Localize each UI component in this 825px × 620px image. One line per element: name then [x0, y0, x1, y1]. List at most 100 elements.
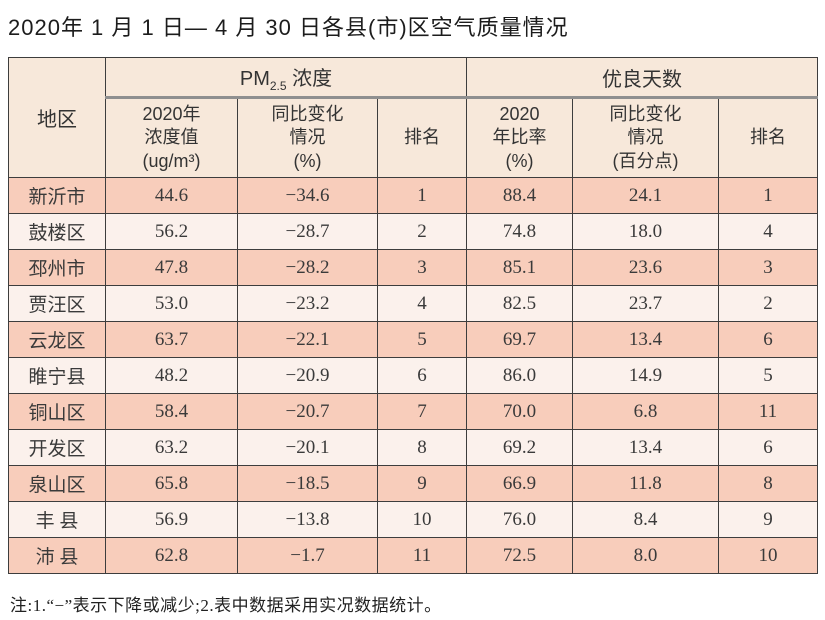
goodday-rate-cell: 76.0 — [466, 501, 574, 538]
goodday-rank-cell: 6 — [718, 321, 819, 358]
goodday-change-cell: 24.1 — [572, 177, 720, 214]
pm-change-cell: −34.6 — [237, 177, 378, 214]
goodday-rank-cell: 5 — [718, 357, 819, 394]
goodday-change-cell: 23.6 — [572, 249, 720, 286]
table-row: 泉山区 65.8 −18.5 9 66.9 11.8 8 — [8, 465, 819, 502]
goodday-rate-cell: 86.0 — [466, 357, 574, 394]
region-cell: 开发区 — [8, 429, 106, 466]
table-row: 睢宁县 48.2 −20.9 6 86.0 14.9 5 — [8, 357, 819, 394]
header-group-row: 地区 PM2.5 浓度 优良天数 — [8, 57, 819, 178]
pm-change-cell: −28.2 — [237, 249, 378, 286]
table-row: 邳州市 47.8 −28.2 3 85.1 23.6 3 — [8, 249, 819, 286]
pm-rank-cell: 1 — [376, 177, 468, 214]
header-gd-change: 同比变化 情况 (百分点) — [572, 97, 720, 178]
goodday-rate-cell: 74.8 — [466, 213, 574, 250]
pm-rank-cell: 11 — [376, 537, 468, 574]
pm-change-cell: −22.1 — [237, 321, 378, 358]
region-cell: 丰 县 — [8, 501, 106, 538]
region-cell: 沛 县 — [8, 537, 106, 574]
pm-value-cell: 65.8 — [105, 465, 238, 502]
goodday-change-cell: 14.9 — [572, 357, 720, 394]
pm-rank-cell: 5 — [376, 321, 468, 358]
region-cell: 鼓楼区 — [8, 213, 106, 250]
goodday-rank-cell: 6 — [718, 429, 819, 466]
goodday-rate-cell: 70.0 — [466, 393, 574, 430]
pm-value-cell: 56.9 — [105, 501, 238, 538]
goodday-rate-cell: 88.4 — [466, 177, 574, 214]
table-header: 地区 PM2.5 浓度 优良天数 2020年 浓度值 (ug/m³) 同比变化 … — [8, 57, 819, 178]
pm-label-subscript: 2.5 — [269, 78, 287, 93]
pm-change-cell: −1.7 — [237, 537, 378, 574]
goodday-rate-cell: 69.2 — [466, 429, 574, 466]
table-row: 丰 县 56.9 −13.8 10 76.0 8.4 9 — [8, 501, 819, 538]
region-cell: 新沂市 — [8, 177, 106, 214]
goodday-change-cell: 18.0 — [572, 213, 720, 250]
pm-rank-cell: 2 — [376, 213, 468, 250]
pm-value-cell: 53.0 — [105, 285, 238, 322]
region-cell: 睢宁县 — [8, 357, 106, 394]
goodday-rank-cell: 2 — [718, 285, 819, 322]
goodday-change-cell: 23.7 — [572, 285, 720, 322]
region-cell: 邳州市 — [8, 249, 106, 286]
pm-change-cell: −28.7 — [237, 213, 378, 250]
table-row: 新沂市 44.6 −34.6 1 88.4 24.1 1 — [8, 177, 819, 214]
table-row: 贾汪区 53.0 −23.2 4 82.5 23.7 2 — [8, 285, 819, 322]
region-cell: 铜山区 — [8, 393, 106, 430]
goodday-rank-cell: 1 — [718, 177, 819, 214]
footnote: 注:1.“−”表示下降或减少;2.表中数据采用实况数据统计。 — [10, 596, 442, 615]
header-pm-group: PM2.5 浓度 — [104, 57, 468, 99]
pm-rank-cell: 8 — [376, 429, 468, 466]
pm-label-suffix: 浓度 — [286, 67, 333, 90]
goodday-rate-cell: 82.5 — [466, 285, 574, 322]
pm-rank-cell: 7 — [376, 393, 468, 430]
table-row: 云龙区 63.7 −22.1 5 69.7 13.4 6 — [8, 321, 819, 358]
goodday-rate-cell: 72.5 — [466, 537, 574, 574]
pm-rank-cell: 4 — [376, 285, 468, 322]
goodday-change-cell: 13.4 — [572, 321, 720, 358]
pm-change-cell: −20.1 — [237, 429, 378, 466]
pm-change-cell: −23.2 — [237, 285, 378, 322]
region-cell: 云龙区 — [8, 321, 106, 358]
pm-label-prefix: PM — [239, 67, 270, 90]
header-gd-rank: 排名 — [718, 97, 819, 178]
goodday-rank-cell: 10 — [718, 537, 819, 574]
pm-change-cell: −13.8 — [237, 501, 378, 538]
table-row: 沛 县 62.8 −1.7 11 72.5 8.0 10 — [8, 537, 819, 574]
pm-value-cell: 56.2 — [105, 213, 238, 250]
pm-value-cell: 62.8 — [105, 537, 238, 574]
pm-value-cell: 58.4 — [105, 393, 238, 430]
pm-change-cell: −20.7 — [237, 393, 378, 430]
goodday-change-cell: 6.8 — [572, 393, 720, 430]
goodday-change-cell: 13.4 — [572, 429, 720, 466]
goodday-rank-cell: 11 — [718, 393, 819, 430]
goodday-rate-cell: 85.1 — [466, 249, 574, 286]
table-body: 新沂市 44.6 −34.6 1 88.4 24.1 1 鼓楼区 56.2 −2… — [8, 177, 819, 574]
pm-rank-cell: 6 — [376, 357, 468, 394]
header-pm-change: 同比变化 情况 (%) — [237, 97, 378, 178]
goodday-change-cell: 11.8 — [572, 465, 720, 502]
page-title: 2020年 1 月 1 日— 4 月 30 日各县(市)区空气质量情况 — [8, 15, 569, 40]
header-pm-value: 2020年 浓度值 (ug/m³) — [105, 97, 238, 178]
region-cell: 泉山区 — [8, 465, 106, 502]
goodday-change-cell: 8.4 — [572, 501, 720, 538]
goodday-rate-cell: 66.9 — [466, 465, 574, 502]
goodday-rank-cell: 4 — [718, 213, 819, 250]
pm-value-cell: 63.7 — [105, 321, 238, 358]
table-row: 铜山区 58.4 −20.7 7 70.0 6.8 11 — [8, 393, 819, 430]
goodday-rank-cell: 9 — [718, 501, 819, 538]
pm-rank-cell: 3 — [376, 249, 468, 286]
air-quality-table: 地区 PM2.5 浓度 优良天数 2020年 浓度值 (ug/m³) 同比变化 … — [8, 57, 819, 574]
header-pm-rank: 排名 — [376, 97, 468, 178]
pm-rank-cell: 9 — [376, 465, 468, 502]
table-row: 鼓楼区 56.2 −28.7 2 74.8 18.0 4 — [8, 213, 819, 250]
header-goodday-group: 优良天数 — [466, 57, 819, 99]
goodday-rank-cell: 8 — [718, 465, 819, 502]
pm-value-cell: 48.2 — [105, 357, 238, 394]
header-region: 地区 — [8, 57, 106, 178]
pm-rank-cell: 10 — [376, 501, 468, 538]
pm-value-cell: 63.2 — [105, 429, 238, 466]
pm-change-cell: −18.5 — [237, 465, 378, 502]
header-sub-row: 2020年 浓度值 (ug/m³) 同比变化 情况 (%) 排名 2020 年比… — [9, 97, 819, 178]
goodday-rate-cell: 69.7 — [466, 321, 574, 358]
